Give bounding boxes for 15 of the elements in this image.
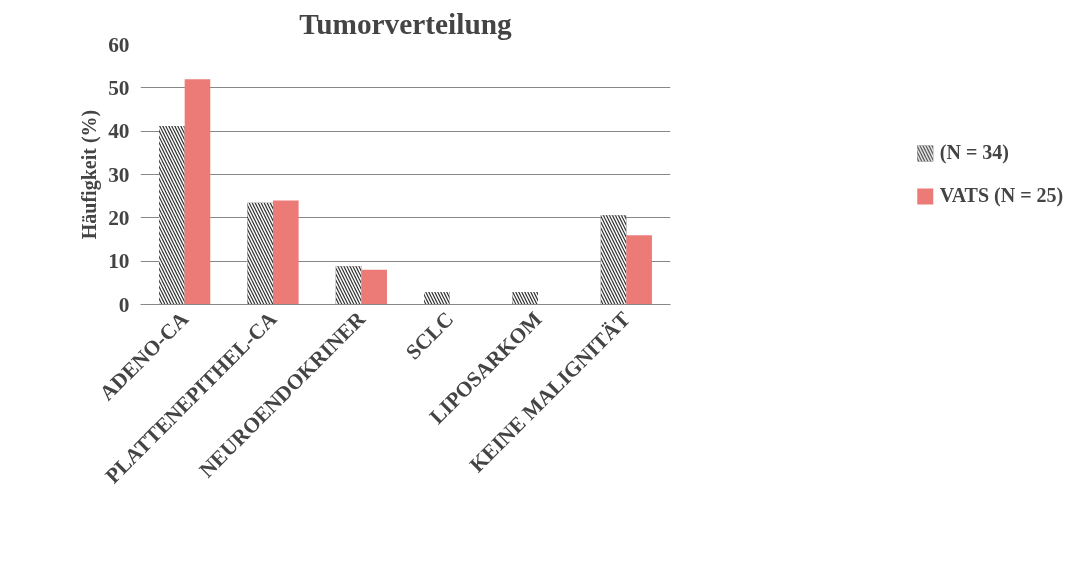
legend-label: VATS (N = 25) [939,184,1064,207]
bar [361,269,387,305]
bar [273,200,299,305]
y-tick-label: 20 [108,205,130,230]
y-tick-label: 40 [108,119,130,144]
y-tick-label: 60 [108,32,130,57]
bar [626,235,652,305]
chart-title: Tumorverteilung [299,7,513,40]
y-tick-label: 0 [118,292,130,317]
y-tick-label: 50 [108,75,130,100]
legend-label: (N = 34) [939,141,1009,164]
bar [184,79,211,305]
y-tick-label: 30 [108,162,130,187]
y-tick-label: 10 [108,249,130,274]
y-axis-title: Häufigkeit (%) [78,109,102,240]
